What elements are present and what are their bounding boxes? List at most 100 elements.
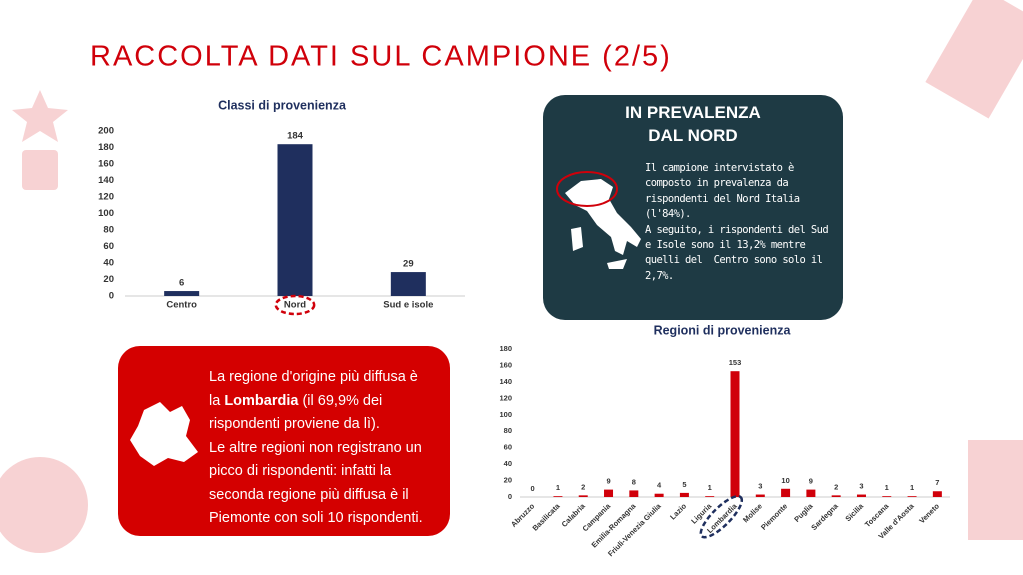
value-label: 7 [935, 478, 939, 487]
highlight [274, 294, 316, 316]
y-tick-label: 200 [98, 126, 114, 137]
y-tick-label: 40 [504, 459, 512, 468]
bar [932, 491, 942, 497]
value-label: 1 [910, 483, 914, 492]
bar [679, 492, 689, 497]
x-tick-label: Veneto [917, 501, 941, 525]
x-tick-label: Sardegna [809, 501, 840, 532]
bar [856, 494, 866, 497]
y-tick-label: 0 [109, 291, 114, 302]
text-line: seconda regione più diffusa è il [209, 486, 409, 503]
value-label: 9 [809, 477, 813, 486]
x-tick-label: Liguria [689, 501, 714, 526]
text-line: La regione d'origine più diffusa è [209, 369, 418, 385]
text: la [209, 392, 225, 409]
value-label: 1 [885, 483, 889, 492]
x-tick-label: Sicilia [843, 501, 865, 523]
x-tick-label: Centro [166, 300, 197, 311]
y-tick-label: 20 [103, 274, 114, 285]
text-line: e Isole sono il 13,2% mentre [645, 239, 806, 252]
info-box: La regione d'origine più diffusa è la Lo… [118, 346, 450, 536]
value-label: 0 [531, 484, 535, 493]
highlight [699, 494, 744, 539]
text-line: rispondenti proviene da lì). [209, 416, 380, 432]
heading-line: DAL NORD [648, 126, 738, 145]
bar [654, 493, 664, 497]
y-tick-label: 20 [504, 476, 512, 485]
heading: IN PREVALENZA DAL NORD [543, 101, 843, 147]
y-tick-label: 120 [98, 192, 114, 203]
y-tick-label: 40 [103, 258, 114, 269]
bar [553, 496, 563, 497]
lombardy-map [130, 402, 198, 466]
y-tick-label: 180 [98, 142, 114, 153]
value-label: 9 [606, 477, 610, 486]
value-label: 4 [657, 481, 662, 490]
x-tick-label: Piemonte [759, 502, 789, 532]
y-tick-label: 60 [504, 443, 512, 452]
heading-line: IN PREVALENZA [625, 103, 761, 122]
chart-title: Regioni di provenienza [654, 323, 792, 337]
slide-title: RACCOLTA DATI SUL CAMPIONE (2/5) [90, 41, 672, 73]
text-line: composto in prevalenza da [645, 177, 789, 190]
y-tick-label: 60 [103, 241, 114, 252]
y-tick-label: 160 [98, 159, 114, 170]
bold-text: Lombardia [224, 392, 299, 409]
bar [164, 291, 200, 296]
text-line: picco di rispondenti: infatti la [209, 463, 392, 479]
value-label: 29 [403, 259, 414, 270]
paragraph: La regione d'origine più diffusa è la Lo… [209, 366, 423, 531]
value-label: 3 [859, 482, 863, 491]
bar [578, 495, 588, 497]
italy-map [556, 171, 641, 269]
value-label: 10 [781, 476, 789, 485]
paragraph: Il campione intervistato è composto in pr… [645, 161, 829, 284]
x-tick-label: Molise [741, 502, 764, 525]
value-label: 2 [581, 482, 585, 491]
value-label: 5 [682, 480, 686, 489]
text-line: quelli del Centro sono solo il [645, 254, 823, 267]
bar [277, 144, 313, 296]
chart-title: Classi di provenienza [218, 98, 347, 112]
bar [831, 495, 841, 497]
text-line: Il campione intervistato è [645, 162, 794, 174]
bar [629, 490, 639, 497]
value-label: 6 [179, 278, 184, 289]
x-tick-label: Sud e isole [383, 300, 433, 311]
text-line: la Lombardia (il 69,9% dei [209, 390, 423, 414]
y-tick-label: 100 [98, 208, 114, 219]
value-label: 1 [708, 483, 712, 492]
y-tick-label: 80 [103, 225, 114, 236]
x-tick-label: Puglia [792, 501, 815, 524]
text-line: (l'84%). [645, 208, 691, 221]
value-label: 153 [729, 358, 742, 367]
y-tick-label: 0 [508, 492, 512, 501]
y-tick-label: 80 [504, 426, 512, 435]
text: (il 69,9% dei [298, 392, 383, 409]
bar [882, 496, 892, 497]
y-tick-label: 140 [499, 377, 512, 386]
bar [730, 371, 740, 497]
y-tick-label: 160 [499, 360, 512, 369]
x-tick-label: Lazio [668, 501, 688, 521]
x-tick-label: Basilicata [531, 501, 563, 533]
value-label: 1 [556, 483, 560, 492]
info-box: IN PREVALENZA DAL NORD Il campione inter… [543, 95, 843, 320]
bar [755, 494, 765, 497]
value-label: 8 [632, 477, 636, 486]
value-label: 184 [287, 131, 304, 142]
text-line: Piemonte con soli 10 rispondenti. [209, 510, 423, 526]
bar [806, 489, 816, 497]
bar [705, 496, 715, 497]
x-tick-label: Emilia-Romagna [590, 501, 639, 550]
text-line: 2,7%. [645, 269, 674, 282]
text-line: A seguito, i rispondenti del Sud [645, 223, 829, 236]
y-tick-label: 140 [98, 175, 114, 186]
y-tick-label: 100 [499, 410, 512, 419]
bar [781, 488, 791, 497]
bar [604, 489, 614, 497]
bar [907, 496, 917, 497]
decoration [0, 0, 1023, 553]
